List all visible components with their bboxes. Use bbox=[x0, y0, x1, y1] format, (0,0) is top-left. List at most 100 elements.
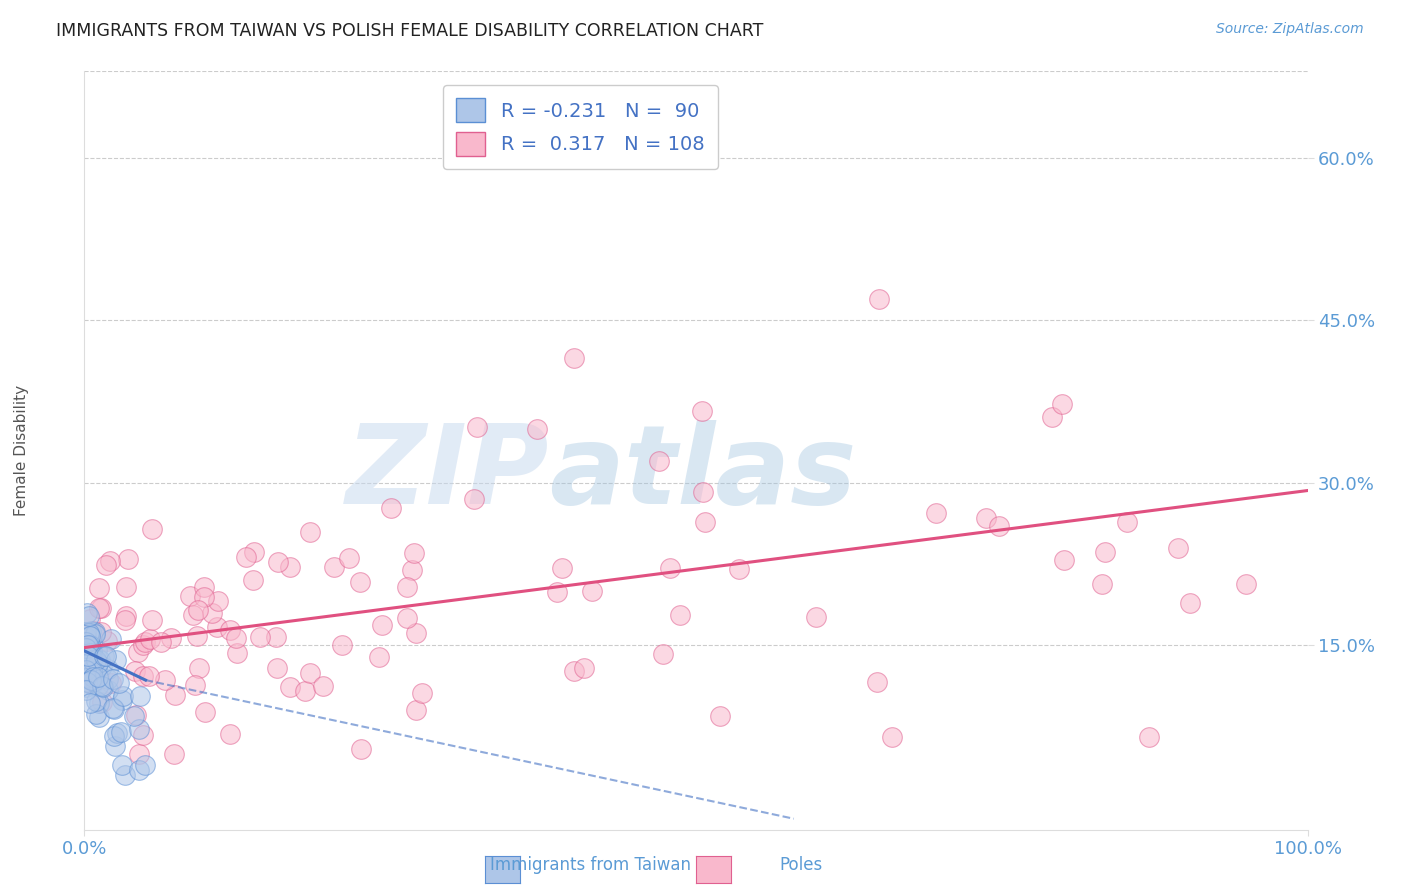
Point bbox=[98, 554, 121, 568]
Point bbox=[165, 688, 187, 702]
Point bbox=[82, 665, 104, 679]
Point bbox=[184, 678, 207, 692]
Point bbox=[395, 580, 418, 594]
Point bbox=[179, 589, 201, 603]
Point bbox=[194, 705, 217, 719]
Point bbox=[299, 524, 322, 539]
Point bbox=[86, 657, 108, 671]
Point bbox=[80, 659, 103, 673]
Point bbox=[526, 422, 548, 436]
Point bbox=[91, 658, 114, 673]
Point bbox=[117, 552, 139, 566]
Point bbox=[100, 676, 122, 690]
Point bbox=[77, 645, 100, 659]
Point bbox=[93, 649, 115, 664]
Point bbox=[87, 679, 110, 693]
Point bbox=[103, 702, 125, 716]
Point bbox=[80, 678, 103, 692]
Point bbox=[546, 584, 568, 599]
Point bbox=[243, 544, 266, 558]
Point bbox=[82, 671, 104, 685]
Point bbox=[562, 351, 585, 366]
Point bbox=[1053, 553, 1076, 567]
Point bbox=[83, 670, 105, 684]
Point bbox=[188, 661, 211, 675]
Point bbox=[89, 673, 111, 687]
Point bbox=[96, 633, 118, 648]
Point bbox=[266, 661, 288, 675]
Point bbox=[75, 625, 97, 640]
Point bbox=[82, 624, 104, 638]
Point bbox=[132, 728, 155, 742]
Point bbox=[692, 484, 714, 499]
Point bbox=[79, 612, 101, 626]
Point bbox=[131, 669, 153, 683]
Point bbox=[86, 706, 108, 721]
Point bbox=[207, 594, 229, 608]
Point bbox=[84, 625, 107, 640]
Point bbox=[84, 653, 107, 667]
Point bbox=[89, 710, 111, 724]
Point bbox=[278, 680, 301, 694]
Point bbox=[235, 550, 257, 565]
Text: ZIP: ZIP bbox=[346, 420, 550, 526]
Point bbox=[690, 404, 713, 418]
Point bbox=[101, 672, 124, 686]
Point bbox=[380, 501, 402, 516]
Point bbox=[76, 664, 98, 678]
Point bbox=[402, 545, 425, 559]
Point bbox=[411, 686, 433, 700]
Point bbox=[278, 560, 301, 574]
Point bbox=[207, 620, 229, 634]
Point bbox=[551, 561, 574, 575]
Point bbox=[581, 584, 603, 599]
Point bbox=[87, 696, 110, 710]
Point bbox=[1040, 410, 1063, 425]
Point bbox=[465, 419, 488, 434]
Point bbox=[187, 603, 209, 617]
Point bbox=[104, 739, 127, 753]
Point bbox=[1234, 577, 1257, 591]
Point bbox=[108, 676, 131, 690]
Point bbox=[90, 601, 112, 615]
Point bbox=[75, 681, 97, 695]
Point bbox=[79, 669, 101, 683]
Point bbox=[91, 679, 114, 693]
Point bbox=[75, 672, 97, 686]
Point bbox=[128, 747, 150, 761]
Point bbox=[86, 670, 108, 684]
Point bbox=[128, 763, 150, 777]
Point bbox=[82, 653, 104, 667]
Point bbox=[89, 653, 111, 667]
Point bbox=[96, 662, 118, 676]
Point bbox=[298, 665, 321, 680]
Point bbox=[1052, 397, 1074, 411]
Point bbox=[988, 518, 1011, 533]
Point bbox=[125, 708, 148, 723]
Text: Poles: Poles bbox=[780, 856, 823, 874]
Point bbox=[371, 618, 394, 632]
Point bbox=[79, 665, 101, 679]
Point bbox=[115, 609, 138, 624]
Point bbox=[1091, 577, 1114, 591]
Point bbox=[349, 575, 371, 590]
Point bbox=[1178, 597, 1201, 611]
Point bbox=[974, 511, 997, 525]
Point bbox=[193, 590, 215, 604]
Point bbox=[79, 646, 101, 660]
Point bbox=[695, 515, 717, 529]
Point bbox=[129, 689, 152, 703]
Point bbox=[79, 638, 101, 652]
Point bbox=[396, 611, 419, 625]
Point bbox=[82, 648, 104, 662]
Point bbox=[91, 695, 114, 709]
Point bbox=[880, 731, 903, 745]
Point bbox=[111, 693, 134, 707]
Point bbox=[218, 623, 240, 637]
Point bbox=[350, 742, 373, 756]
Text: IMMIGRANTS FROM TAIWAN VS POLISH FEMALE DISABILITY CORRELATION CHART: IMMIGRANTS FROM TAIWAN VS POLISH FEMALE … bbox=[56, 22, 763, 40]
Point bbox=[193, 580, 215, 594]
Point bbox=[75, 663, 97, 677]
Point bbox=[141, 613, 163, 627]
Point bbox=[79, 654, 101, 668]
